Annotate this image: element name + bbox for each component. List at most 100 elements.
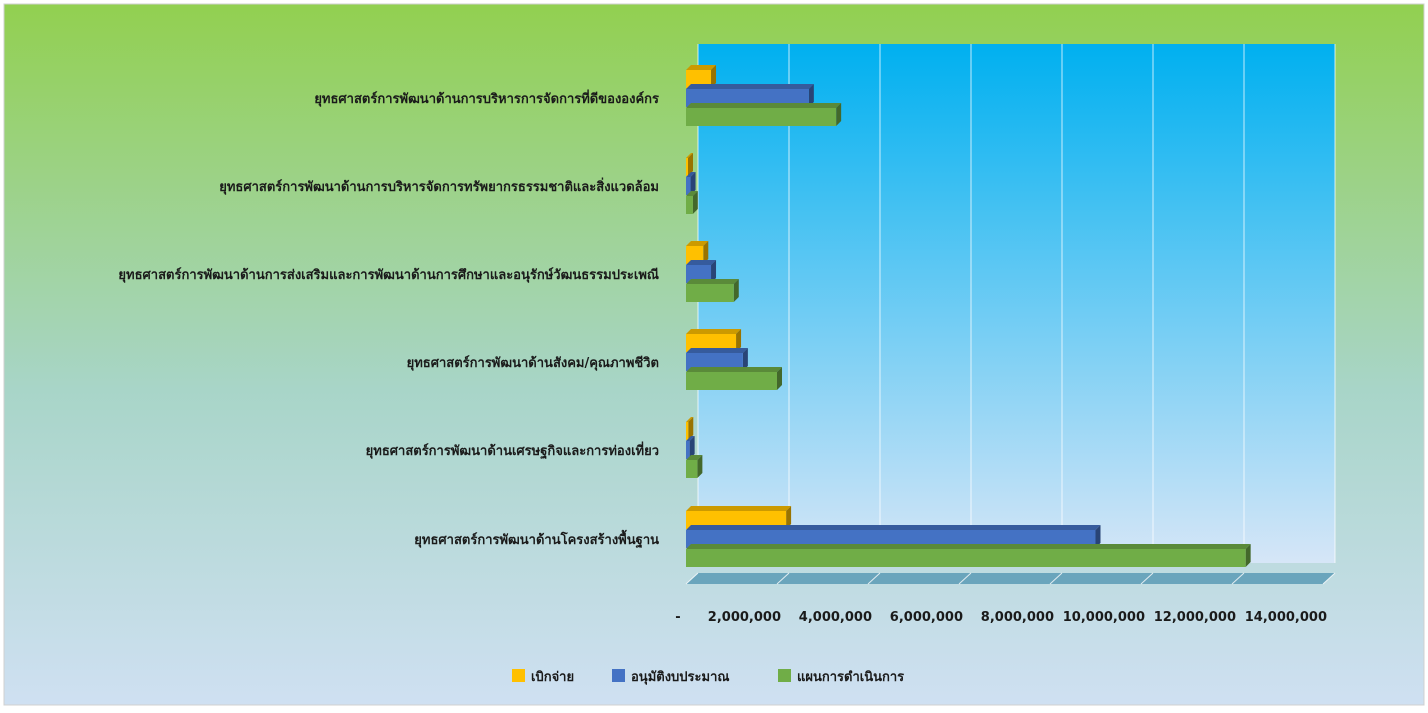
bar-top-face bbox=[686, 436, 695, 441]
legend-label: เบิกจ่าย bbox=[531, 670, 574, 685]
bar-front-face bbox=[686, 265, 712, 283]
bar-top-face bbox=[686, 525, 1101, 530]
x-tick-label: 2,000,000 bbox=[708, 610, 781, 625]
legend-swatch bbox=[612, 669, 625, 682]
bar-3-0 bbox=[686, 329, 742, 352]
floor-gridline bbox=[1140, 572, 1154, 585]
bar-front-face bbox=[686, 177, 691, 195]
x-tick-label: - bbox=[675, 610, 680, 625]
x-tick-label: 10,000,000 bbox=[1063, 610, 1145, 625]
plot-back-wall bbox=[698, 44, 1335, 563]
bar-side-face bbox=[697, 455, 703, 478]
bar-top-face bbox=[686, 172, 696, 177]
bar-side-face bbox=[688, 417, 694, 440]
bar-front-face bbox=[686, 353, 743, 371]
bar-2-0 bbox=[686, 241, 709, 264]
plot-floor bbox=[686, 573, 1335, 584]
bar-front-face bbox=[686, 530, 1096, 548]
floor-gridline bbox=[867, 572, 881, 585]
x-tick-label: 6,000,000 bbox=[890, 610, 963, 625]
bar-front-face bbox=[686, 372, 777, 390]
bar-front-face bbox=[686, 196, 693, 214]
bar-top-face bbox=[686, 348, 748, 353]
bar-1-0 bbox=[686, 153, 693, 176]
bar-side-face bbox=[1245, 544, 1251, 567]
bar-front-face bbox=[686, 108, 837, 126]
category-label: ยุทธศาสตร์การพัฒนาด้านการส่งเสริมและการพ… bbox=[118, 267, 659, 283]
bar-top-face bbox=[686, 417, 694, 422]
bar-0-1 bbox=[686, 84, 814, 107]
bar-4-2 bbox=[686, 455, 703, 478]
bar-3-1 bbox=[686, 348, 748, 371]
bar-2-1 bbox=[686, 260, 717, 283]
legend-swatch bbox=[512, 669, 525, 682]
bar-side-face bbox=[1095, 525, 1101, 548]
bar-top-face bbox=[686, 153, 693, 158]
bar-front-face bbox=[686, 422, 689, 440]
bar-top-face bbox=[686, 191, 698, 196]
legend-swatch bbox=[778, 669, 791, 682]
bar-top-face bbox=[686, 455, 703, 460]
legend-item: เบิกจ่าย bbox=[512, 669, 574, 685]
x-tick-label: 14,000,000 bbox=[1245, 610, 1327, 625]
x-tick-label: 4,000,000 bbox=[799, 610, 872, 625]
bar-3-2 bbox=[686, 367, 782, 390]
bar-4-1 bbox=[686, 436, 695, 459]
bar-1-1 bbox=[686, 172, 696, 195]
bar-1-2 bbox=[686, 191, 698, 214]
bar-0-2 bbox=[686, 103, 842, 126]
bar-side-face bbox=[733, 279, 739, 302]
category-label: ยุทธศาสตร์การพัฒนาด้านสังคม/คุณภาพชีวิต bbox=[407, 355, 659, 371]
bar-top-face bbox=[686, 367, 782, 372]
legend-item: อนุมัติงบประมาณ bbox=[612, 669, 729, 685]
floor-gridline bbox=[958, 572, 972, 585]
legend-label: อนุมัติงบประมาณ bbox=[631, 670, 729, 685]
bar-side-face bbox=[692, 191, 698, 214]
bar-side-face bbox=[711, 65, 717, 88]
bar-top-face bbox=[686, 544, 1251, 549]
category-label: ยุทธศาสตร์การพัฒนาด้านโครงสร้างพื้นฐาน bbox=[414, 529, 659, 549]
bar-5-2 bbox=[686, 544, 1251, 567]
bar-front-face bbox=[686, 460, 698, 478]
x-tick-label: 12,000,000 bbox=[1154, 610, 1236, 625]
floor-gridline bbox=[1231, 572, 1245, 585]
legend-label: แผนการดำเนินการ bbox=[797, 669, 904, 685]
bar-top-face bbox=[686, 103, 842, 108]
floor-gridline bbox=[685, 572, 699, 585]
bar-side-face bbox=[808, 84, 814, 107]
floor-gridline bbox=[1049, 572, 1063, 585]
bar-top-face bbox=[686, 279, 739, 284]
bar-top-face bbox=[686, 329, 742, 334]
bar-top-face bbox=[686, 241, 709, 246]
legend-item: แผนการดำเนินการ bbox=[778, 669, 904, 685]
bar-side-face bbox=[742, 348, 748, 371]
category-label: ยุทธศาสตร์การพัฒนาด้านการบริหารจัดการทรั… bbox=[219, 177, 659, 195]
bar-front-face bbox=[686, 89, 809, 107]
bar-top-face bbox=[686, 506, 792, 511]
bar-front-face bbox=[686, 441, 690, 459]
bar-front-face bbox=[686, 549, 1246, 567]
bar-side-face bbox=[786, 506, 792, 529]
bar-5-1 bbox=[686, 525, 1101, 548]
bar-side-face bbox=[688, 153, 693, 176]
bar-4-0 bbox=[686, 417, 694, 440]
bar-side-face bbox=[777, 367, 782, 390]
bar-5-0 bbox=[686, 506, 792, 529]
category-label: ยุทธศาสตร์การพัฒนาด้านเศรษฐกิจและการท่อง… bbox=[366, 441, 659, 460]
floor-gridline bbox=[1322, 572, 1336, 585]
bar-side-face bbox=[736, 329, 742, 352]
bar-side-face bbox=[836, 103, 842, 126]
bar-top-face bbox=[686, 260, 717, 265]
bar-front-face bbox=[686, 511, 787, 529]
bar-front-face bbox=[686, 246, 704, 264]
floor-gridline bbox=[776, 572, 790, 585]
x-tick-label: 8,000,000 bbox=[981, 610, 1054, 625]
bar-side-face bbox=[711, 260, 717, 283]
bar-side-face bbox=[703, 241, 709, 264]
bar-front-face bbox=[686, 284, 734, 302]
bar-front-face bbox=[686, 70, 712, 88]
category-label: ยุทธศาสตร์การพัฒนาด้านการบริหารการจัดการ… bbox=[314, 89, 659, 107]
bar-front-face bbox=[686, 158, 688, 176]
